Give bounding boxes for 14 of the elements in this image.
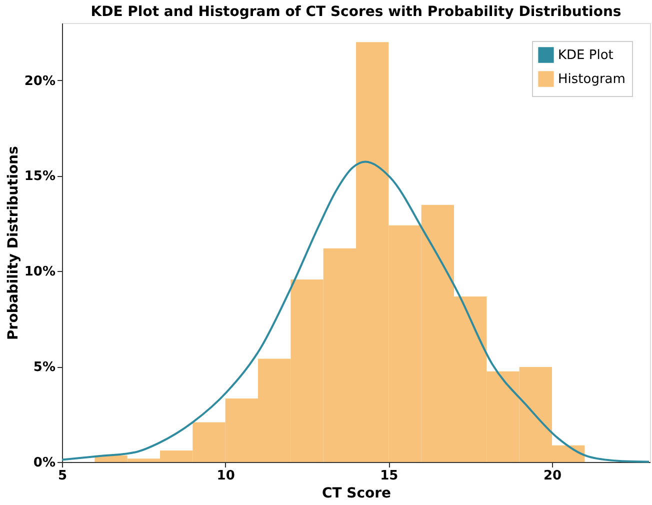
legend-label: KDE Plot <box>558 48 614 63</box>
x-axis-title: CT Score <box>322 486 392 502</box>
y-tick-label: 10% <box>24 264 56 280</box>
x-tick-label: 10 <box>216 468 235 484</box>
y-axis-title: Probability Distributions <box>5 146 22 340</box>
y-tick-label: 0% <box>33 456 56 470</box>
legend-label: Histogram <box>558 72 626 87</box>
y-tick-label: 20% <box>24 74 56 89</box>
chart-title: KDE Plot and Histogram of CT Scores with Probability Distributions <box>90 4 622 20</box>
x-tick-label: 20 <box>543 468 562 484</box>
y-tick-label: 5% <box>33 360 56 376</box>
x-tick-label: 5 <box>58 468 68 484</box>
y-tick-label: 15% <box>24 169 56 184</box>
x-tick-label: 15 <box>380 468 398 484</box>
